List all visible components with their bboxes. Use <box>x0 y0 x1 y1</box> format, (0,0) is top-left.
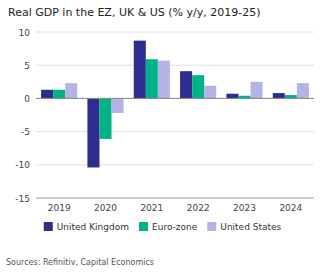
legend-label: Euro-zone <box>152 222 198 232</box>
bar <box>192 75 204 98</box>
grid-line <box>36 32 314 33</box>
x-tick-label: 2020 <box>94 203 117 213</box>
grid-line <box>36 164 314 165</box>
bar <box>41 90 53 99</box>
x-tick-label: 2021 <box>140 203 163 213</box>
zero-line <box>36 98 314 99</box>
bar <box>134 41 146 99</box>
bar <box>251 82 263 99</box>
bar <box>65 83 77 98</box>
bar <box>204 86 216 99</box>
grid-line <box>36 198 314 199</box>
legend-label: United Kingdom <box>57 222 129 232</box>
title: Real GDP in the EZ, UK & US (% y/y, 2019… <box>8 6 260 19</box>
y-tick-label: -10 <box>15 160 30 170</box>
bar <box>146 59 158 98</box>
source-note: Sources: Refinitiv, Capital Economics <box>6 258 154 267</box>
bar <box>87 98 99 167</box>
bars <box>41 41 309 168</box>
x-axis-line <box>36 198 314 199</box>
legend: United Kingdom Euro-zone United States <box>44 222 282 232</box>
y-tick-label: -15 <box>15 194 30 204</box>
bar <box>112 98 124 113</box>
bar <box>99 98 111 139</box>
bar <box>297 83 309 98</box>
y-tick-label: -5 <box>21 127 30 137</box>
legend-swatch <box>139 222 148 231</box>
x-tick-label: 2019 <box>48 203 71 213</box>
x-tick-label: 2022 <box>187 203 210 213</box>
bar <box>226 94 238 99</box>
y-tick-label: 0 <box>24 94 30 104</box>
legend-swatch <box>44 222 53 231</box>
grid-line <box>36 131 314 132</box>
bar <box>273 93 285 98</box>
legend-swatch <box>207 222 216 231</box>
x-tick-label: 2024 <box>279 203 302 213</box>
legend-label: United States <box>220 222 281 232</box>
grid-line <box>36 98 314 99</box>
bar <box>53 90 65 99</box>
chart: Real GDP in the EZ, UK & US (% y/y, 2019… <box>0 0 325 273</box>
y-tick-label: 5 <box>24 61 30 71</box>
x-tick-label: 2023 <box>233 203 256 213</box>
bar <box>180 71 192 98</box>
grid-line <box>36 65 314 66</box>
y-tick-label: 10 <box>19 28 31 38</box>
grid <box>36 32 314 198</box>
bar <box>158 61 170 99</box>
